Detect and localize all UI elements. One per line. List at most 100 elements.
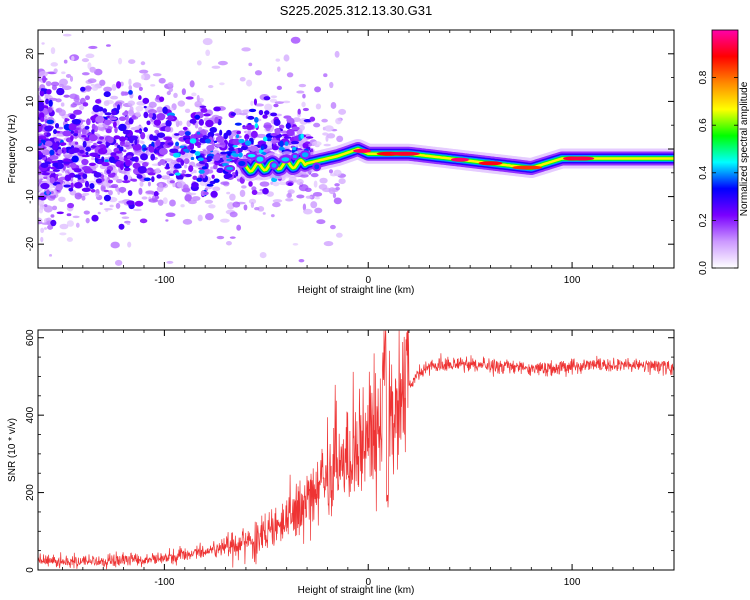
spectrogram-signal-blob <box>169 148 179 154</box>
spectrogram-noise-blob <box>41 149 51 156</box>
spectrogram-noise-blob <box>103 207 113 211</box>
spectrogram-noise-blob <box>49 253 53 257</box>
spectrogram-signal-blob <box>168 173 174 176</box>
spectrogram-noise-blob <box>90 83 95 87</box>
spectrogram-noise-blob <box>217 60 228 66</box>
spectrogram-signal-blob <box>203 113 211 117</box>
spectrogram-noise-blob <box>128 78 132 86</box>
spectrogram-noise-blob <box>335 117 342 125</box>
spectrogram-noise-blob <box>338 108 347 115</box>
spectrogram-ridge-blob <box>299 150 311 160</box>
spectrogram-signal-blob <box>143 147 148 151</box>
spectrogram-transition-blob <box>198 169 205 174</box>
spectrogram-signal-blob <box>184 194 192 202</box>
spectrogram-transition-blob <box>262 136 268 142</box>
spectrogram-signal-blob <box>118 146 124 152</box>
spectrogram-noise-blob <box>336 135 344 143</box>
spectrogram-signal-blob <box>56 211 64 215</box>
spectrogram-signal-blob <box>159 159 166 165</box>
spectrogram-signal-blob <box>41 172 50 176</box>
spectrogram-signal-blob <box>128 90 133 95</box>
spectrogram-noise-blob <box>60 102 65 107</box>
spectrogram-noise-blob <box>298 83 307 88</box>
spectrogram-signal-blob <box>137 165 147 174</box>
spectrogram-signal-blob <box>55 183 63 191</box>
spectrogram-noise-blob <box>264 103 273 111</box>
spectrogram-noise-blob <box>259 251 267 259</box>
spectrogram-signal-blob <box>90 189 96 193</box>
spectrogram-noise-blob <box>254 70 263 76</box>
spectrogram-transition-blob <box>254 122 259 129</box>
spectrogram-noise-blob <box>226 191 231 195</box>
snr-x-tick-label: -100 <box>154 577 174 588</box>
spectrogram-noise-blob <box>38 206 44 214</box>
spectrogram-signal-blob <box>114 126 118 134</box>
spectrogram-signal-blob <box>63 184 71 188</box>
spectrogram-signal-blob <box>123 144 130 148</box>
spectrogram-signal-blob <box>113 121 117 128</box>
spectrogram-signal-blob <box>43 132 47 136</box>
spectrogram-signal-blob <box>46 88 52 95</box>
spectrogram-noise-blob <box>295 145 299 149</box>
spectrogram-signal-blob <box>110 152 117 156</box>
spectrogram-x-ticks: -100 0 100 <box>62 30 675 286</box>
spectrogram-noise-blob <box>236 224 242 231</box>
spectrogram-noise-blob <box>197 214 203 222</box>
spectrogram-signal-blob <box>173 133 180 136</box>
spectrogram-signal-blob <box>225 173 233 178</box>
spectrogram-signal-blob <box>101 156 105 162</box>
spectrogram-noise-blob <box>204 199 214 204</box>
spectrogram-signal-blob <box>101 162 110 167</box>
spectrogram-noise-blob <box>152 73 162 77</box>
spectrogram-y-tick-label: -10 <box>25 189 36 204</box>
spectrogram-noise-blob <box>254 206 260 211</box>
spectrogram-noise-blob <box>110 95 119 100</box>
colorbar-tick-label: 0.6 <box>698 118 709 132</box>
spectrogram-noise-blob <box>161 175 171 180</box>
spectrogram-signal-blob <box>84 180 90 188</box>
colorbar-bar <box>711 29 739 269</box>
spectrogram-transition-blob <box>183 148 190 152</box>
spectrogram-transition-blob <box>238 138 245 144</box>
spectrogram-noise-blob <box>69 93 78 100</box>
spectrogram-x-axis-label: Height of straight line (km) <box>298 285 415 296</box>
spectrogram-signal-blob <box>119 163 124 171</box>
spectrogram-signal-blob <box>151 176 155 183</box>
spectrogram-noise-blob <box>52 133 58 138</box>
spectrogram-signal-blob <box>184 173 192 178</box>
colorbar-tick-label: 0.4 <box>698 165 709 179</box>
spectrogram-noise-blob <box>314 86 322 93</box>
spectrogram-transition-blob <box>266 137 272 142</box>
spectrogram-signal-blob <box>287 182 294 186</box>
spectrogram-transition-blob <box>227 152 231 157</box>
spectrogram-noise-blob <box>322 132 329 136</box>
spectrogram-hot-spot <box>512 165 543 170</box>
spectrogram-noise-blob <box>135 105 144 112</box>
spectrogram-noise-blob <box>276 85 282 90</box>
spectrogram-signal-blob <box>45 140 53 147</box>
spectrogram-noise-blob <box>303 208 313 215</box>
spectrogram-signal-blob <box>39 196 47 201</box>
colorbar-tick-label: 0.2 <box>698 213 709 227</box>
spectrogram-noise-blob <box>229 236 236 239</box>
spectrogram-ridge-blob <box>254 154 266 164</box>
spectrogram-signal-blob <box>134 200 144 207</box>
spectrogram-signal-blob <box>230 112 236 116</box>
spectrogram-signal-blob <box>156 174 162 179</box>
spectrogram-signal-blob <box>241 145 248 151</box>
spectrogram-signal-blob <box>68 187 74 192</box>
spectrogram-hot-spot <box>389 151 420 156</box>
spectrogram-noise-blob <box>158 77 166 84</box>
spectrogram-signal-blob <box>213 164 218 170</box>
spectrogram-noise-blob <box>38 94 41 101</box>
spectrogram-signal-blob <box>107 179 114 184</box>
spectrogram-noise-blob <box>111 83 117 91</box>
spectrogram-noise-blob <box>282 100 291 104</box>
spectrogram-signal-blob <box>107 136 114 144</box>
spectrogram-noise-blob <box>167 82 174 88</box>
spectrogram-signal-blob <box>38 123 43 132</box>
spectrogram-noise-blob <box>69 75 74 82</box>
spectrogram-signal-blob <box>103 194 111 202</box>
spectrogram-noise-blob <box>216 235 225 240</box>
spectrogram-noise-blob <box>274 101 284 105</box>
